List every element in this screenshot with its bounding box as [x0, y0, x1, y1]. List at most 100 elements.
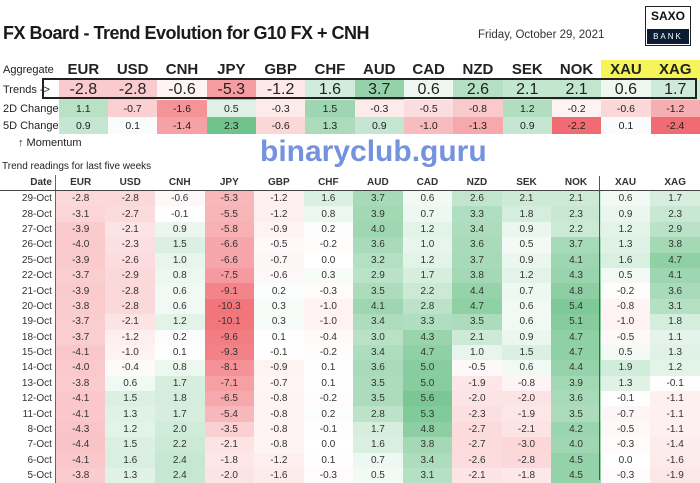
history-row: 21-Oct -3.9 -2.8 0.6 -9.1 0.2 -0.3 3.5 2.2 4.4 0.7…	[0, 283, 700, 299]
change-2d-usd: -0.7	[107, 100, 158, 117]
reading-usd: 1.5	[105, 391, 155, 407]
reading-gbp: -0.1	[254, 344, 304, 361]
reading-cnh: -0.6	[155, 190, 205, 207]
reading-jpy: -10.1	[204, 314, 255, 330]
change-2d-aud: -0.3	[354, 100, 404, 117]
reading-usd: 1.5	[105, 437, 155, 453]
reading-nok: 3.6	[551, 391, 601, 407]
currency-header-eur: EUR	[67, 61, 100, 78]
reading-eur: -2.8	[55, 190, 106, 207]
reading-jpy: -9.3	[204, 344, 255, 361]
reading-cad: 1.7	[402, 267, 453, 284]
currency-header-jpy: JPY	[217, 61, 246, 78]
reading-xag: 4.1	[650, 267, 700, 284]
reading-nzd: 1.0	[452, 344, 502, 361]
reading-xau: -0.2	[600, 283, 651, 299]
reading-chf: 0.3	[303, 267, 354, 284]
reading-sek: 0.5	[501, 237, 552, 253]
trend-value-gbp: -1.2	[255, 79, 306, 100]
reading-usd: -2.8	[105, 298, 155, 315]
reading-xau: 1.2	[600, 221, 651, 238]
reading-usd: 1.6	[105, 452, 155, 469]
reading-eur: -4.3	[55, 421, 106, 438]
history-row: 19-Oct -3.7 -2.1 1.2 -10.1 0.3 -1.0 3.4 3.3 3.5 0.…	[0, 314, 700, 330]
reading-gbp: -0.7	[254, 375, 304, 392]
reading-cad: 4.8	[402, 421, 453, 438]
reading-xau: 0.5	[600, 344, 651, 361]
reading-xag: 1.2	[650, 360, 700, 376]
reading-usd: -2.3	[105, 237, 155, 253]
reading-aud: 2.9	[353, 267, 403, 284]
trend-value-nok: 2.1	[551, 79, 602, 100]
reading-xau: 0.5	[600, 267, 651, 284]
reading-aud: 3.7	[353, 190, 403, 207]
reading-usd: -2.8	[105, 190, 155, 207]
row-date: 7-Oct	[0, 437, 56, 453]
reading-jpy: -8.1	[204, 360, 255, 376]
reading-gbp: 0.2	[254, 283, 304, 299]
reading-aud: 3.5	[353, 375, 403, 392]
reading-cad: 2.8	[402, 298, 453, 315]
reading-nzd: 3.6	[452, 237, 502, 253]
reading-nok: 5.1	[551, 314, 601, 330]
reading-nzd: 4.7	[452, 298, 502, 315]
change-5d-chf: 1.3	[305, 117, 355, 134]
reading-jpy: -5.3	[204, 190, 255, 207]
saxo-bank-logo: SAXO BANK	[645, 6, 691, 46]
reading-cnh: 2.4	[155, 468, 205, 483]
change-2d-nok: -0.2	[551, 100, 602, 117]
reading-cnh: 1.5	[155, 237, 205, 253]
reading-xau: 0.9	[600, 206, 651, 222]
reading-nok: 4.5	[551, 452, 601, 469]
reading-gbp: -1.2	[254, 452, 304, 469]
reading-cad: 1.2	[402, 221, 453, 238]
change-2d-chf: 1.5	[305, 100, 355, 117]
reading-cad: 1.0	[402, 237, 453, 253]
reading-cnh: 2.4	[155, 452, 205, 469]
currency-header-cnh: CNH	[165, 61, 199, 78]
reading-cad: 0.7	[402, 206, 453, 222]
change-2d-xau: -0.6	[601, 100, 651, 117]
reading-xau: -0.1	[600, 391, 651, 407]
change-5d-row: 5D Change 0.9 0.1 -1.4 2.3 -0.6 1.3 0.9 -1.0 -1.…	[0, 117, 700, 134]
reading-eur: -3.7	[55, 314, 106, 330]
reading-aud: 2.8	[353, 406, 403, 422]
reading-xag: 3.6	[650, 283, 700, 299]
row-date: 6-Oct	[0, 452, 56, 469]
reading-aud: 3.5	[353, 283, 403, 299]
aggregate-header-row: Aggregate EUR USD CNH JPY GBP CHF AUD CAD NZD SEK…	[0, 60, 700, 79]
reading-xag: 1.1	[650, 329, 700, 345]
reading-sek: 1.5	[501, 344, 552, 361]
reading-usd: -0.4	[105, 360, 155, 376]
reading-cnh: 2.0	[155, 421, 205, 438]
reading-chf: 0.1	[303, 452, 354, 469]
reading-chf: -1.0	[303, 298, 354, 315]
reading-eur: -3.9	[55, 252, 106, 268]
row-date: 18-Oct	[0, 329, 56, 345]
change-2d-cnh: -1.6	[157, 100, 207, 117]
trend-value-aud: 3.7	[354, 79, 404, 100]
reading-eur: -3.7	[55, 267, 106, 284]
aggregate-table: Aggregate EUR USD CNH JPY GBP CHF AUD CAD NZD SEK…	[0, 60, 700, 134]
history-row: 12-Oct -4.1 1.5 1.8 -6.5 -0.8 -0.2 3.5 5.6 -2.0 -2…	[0, 391, 700, 407]
history-row: 28-Oct -3.1 -2.7 -0.1 -5.5 -1.2 0.8 3.9 0.7 3.3 1.…	[0, 206, 700, 222]
reading-nzd: -0.5	[452, 360, 502, 376]
reading-xag: 1.8	[650, 314, 700, 330]
reading-usd: -2.1	[105, 314, 155, 330]
page-title: FX Board - Trend Evolution for G10 FX + …	[3, 23, 370, 43]
history-row: 5-Oct -3.8 1.3 2.4 -2.0 -1.6 -0.3 0.5 3.1 -2.1 -1.…	[0, 468, 700, 483]
history-row: 7-Oct -4.4 1.5 2.2 -2.1 -0.8 0.0 1.6 3.8 -2.7 -3.0…	[0, 437, 700, 453]
reading-cad: 4.7	[402, 344, 453, 361]
history-row: 27-Oct -3.9 -2.1 0.9 -5.8 -0.9 0.2 4.0 1.2 3.4 0.9…	[0, 221, 700, 238]
row-date: 14-Oct	[0, 360, 56, 376]
reading-chf: 0.2	[303, 221, 354, 238]
reading-xag: -1.1	[650, 391, 700, 407]
trend-value-nzd: 2.6	[453, 79, 503, 100]
reading-gbp: -0.7	[254, 252, 304, 268]
history-row: 6-Oct -4.1 1.6 2.4 -1.8 -1.2 0.1 0.7 3.4 -2.6 -2.8…	[0, 452, 700, 469]
history-header-eur: EUR	[55, 175, 106, 191]
reading-nok: 4.2	[551, 421, 601, 438]
reading-nzd: -2.7	[452, 437, 502, 453]
reading-sek: -2.0	[501, 391, 552, 407]
reading-nzd: -2.3	[452, 406, 502, 422]
